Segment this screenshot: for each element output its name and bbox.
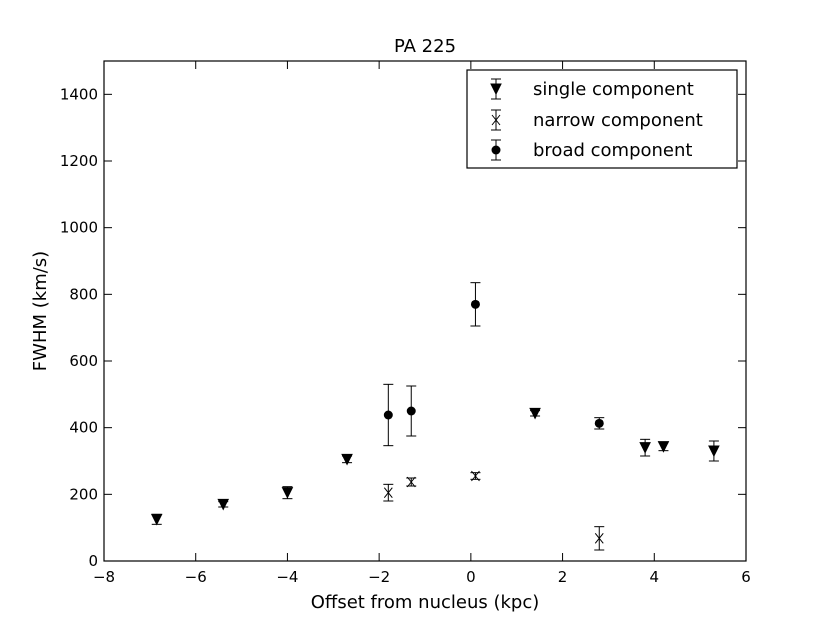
data-point-x (594, 533, 604, 544)
data-point-triangle-down (708, 445, 720, 458)
legend-label-single: single component (533, 79, 694, 100)
data-point-triangle-down (341, 453, 353, 466)
legend-marker-triangle-down (490, 83, 502, 96)
data-point-triangle-down (217, 498, 230, 511)
x-axis-label: Offset from nucleus (kpc) (311, 592, 540, 613)
data-point-triangle-down (281, 487, 294, 499)
data-point-x (471, 470, 480, 482)
data-point-circle (383, 410, 393, 420)
x-tick-label: −2 (368, 568, 390, 586)
data-point-triangle-down (639, 442, 651, 454)
y-tick-label: 1200 (60, 152, 98, 170)
legend-marker-x (491, 114, 501, 126)
x-marker-stroke (491, 114, 501, 126)
data-point-x (406, 476, 416, 488)
data-point-circle (470, 299, 480, 309)
series-triangle-down (150, 407, 720, 526)
data-point-x (383, 487, 393, 498)
y-tick-label: 1400 (60, 85, 98, 103)
x-marker-stroke (383, 487, 393, 498)
legend-marker-circle (491, 145, 501, 155)
x-tick-label: 6 (741, 568, 751, 586)
y-tick-label: 800 (69, 285, 98, 303)
x-marker-stroke (471, 470, 480, 482)
x-tick-label: 0 (466, 568, 476, 586)
x-tick-label: −6 (185, 568, 207, 586)
plot-frame (103, 60, 747, 562)
x-tick-label: −4 (276, 568, 298, 586)
data-point-triangle-down (657, 441, 670, 453)
chart-title: PA 225 (394, 36, 456, 57)
x-tick-label: 4 (650, 568, 660, 586)
y-tick-label: 600 (69, 352, 98, 370)
x-tick-label: −8 (93, 568, 115, 586)
y-tick-label: 200 (69, 485, 98, 503)
data-point-circle (406, 406, 416, 416)
x-marker-stroke (406, 476, 416, 488)
series-circle (383, 282, 605, 447)
legend-label-broad: broad component (533, 140, 692, 161)
legend-markers (490, 78, 502, 161)
data-point-triangle-down (150, 513, 163, 526)
legend-box (466, 69, 738, 169)
legend: single component narrow component broad … (466, 69, 738, 169)
y-axis-label: FWHM (km/s) (30, 251, 51, 371)
x-marker-stroke (594, 533, 604, 544)
data-point-triangle-down (529, 407, 541, 420)
x-tick-label: 2 (558, 568, 568, 586)
series-x (383, 470, 605, 551)
data-marks (150, 282, 720, 551)
legend-label-narrow: narrow component (533, 110, 703, 131)
y-tick-label: 0 (88, 552, 98, 570)
data-point-circle (594, 418, 604, 428)
y-tick-label: 1000 (60, 219, 98, 237)
y-tick-label: 400 (69, 419, 98, 437)
